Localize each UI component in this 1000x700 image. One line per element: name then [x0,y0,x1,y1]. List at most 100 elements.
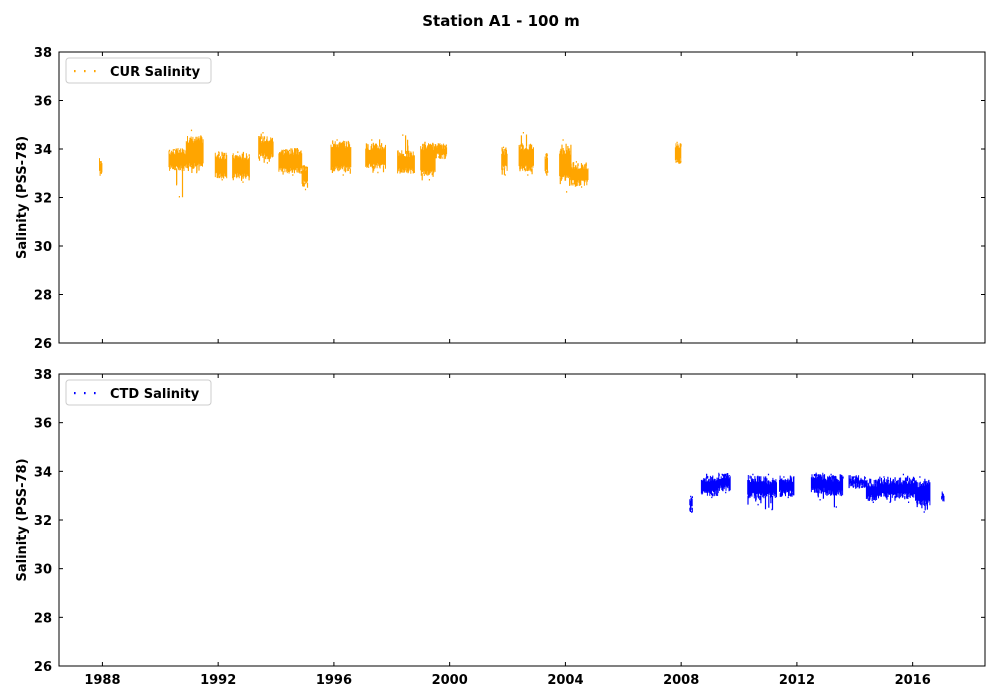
data-points [689,497,693,509]
x-tick-label: 1992 [200,673,236,688]
data-points [779,475,795,497]
data-outliers [916,476,930,513]
data-outliers [187,129,202,174]
data-points [570,162,589,186]
data-points [501,148,508,171]
x-tick-label: 1996 [316,673,352,688]
data-outliers [867,478,877,503]
legend-box [65,379,212,406]
data-points [420,143,436,176]
data-segment [185,129,204,174]
data-outliers [168,149,184,198]
data-points [825,475,844,497]
data-points [99,158,103,176]
data-outliers [764,473,774,511]
data-outliers [519,132,533,176]
data-segment [232,151,250,183]
y-axis-label: Salinity (PSS-78) [15,136,30,259]
data-outliers [99,161,102,174]
data-points [397,150,415,174]
data-points [214,152,228,179]
data-outliers [331,139,351,176]
series-cur-salinity [99,129,682,198]
data-points [544,153,548,174]
data-segment [877,476,899,503]
data-segment [420,141,436,181]
x-tick-label: 2000 [432,673,468,688]
data-segment [501,146,508,176]
data-outliers [941,493,944,501]
legend-label: CTD Salinity [110,387,200,402]
data-segment [330,139,352,176]
data-outliers [302,166,309,191]
data-points [915,480,931,506]
x-tick-label: 2008 [663,673,699,688]
data-outliers [282,149,302,176]
y-tick-label: 28 [34,611,52,626]
y-tick-label: 26 [34,660,52,675]
data-points [301,165,308,185]
data-segment [544,153,549,176]
data-segment [214,151,228,181]
data-points [718,472,731,492]
data-outliers [747,473,762,506]
data-segment [865,478,879,503]
series-ctd-salinity [689,472,945,513]
data-outliers [902,473,915,503]
x-tick-label: 2012 [779,673,815,688]
data-segment [397,134,415,174]
y-tick-label: 32 [34,514,52,529]
data-points [278,148,303,174]
data-segment [570,161,589,188]
y-tick-label: 38 [34,46,52,61]
legend: CTD Salinity [65,379,212,406]
chart-panel-2: 26 28 30 32 34 36 38 1988 1992 1996 2000 2004 2008 20… [15,368,986,688]
data-points [848,475,867,489]
data-points [877,477,899,499]
y-tick-label: 34 [34,143,52,158]
x-tick-label: 1988 [84,673,120,688]
data-segment [434,143,448,160]
legend-marker [74,392,96,395]
plot-area [58,51,986,344]
data-points [168,148,187,172]
data-segment [700,473,719,499]
y-tick-label: 32 [34,192,52,207]
y-tick-label: 38 [34,368,52,383]
data-segment [278,148,303,176]
data-outliers [421,141,434,181]
data-segment [518,132,534,176]
data-outliers [848,476,866,489]
data-segment [747,473,765,506]
data-outliers [779,476,795,499]
y-tick-label: 30 [34,563,52,578]
data-segment [915,476,931,513]
data-points [897,477,916,499]
data-outliers [217,151,226,181]
data-outliers [232,151,250,183]
data-outliers [572,161,587,188]
data-points [365,143,386,169]
data-points [764,477,777,498]
data-segment [941,491,945,502]
data-segment [301,165,309,191]
data-segment [365,139,386,174]
data-segment [848,475,867,489]
data-outliers [706,473,717,499]
data-segment [559,139,572,193]
legend-box [65,57,212,84]
data-outliers [676,141,682,164]
data-segment [779,475,795,499]
y-tick-label: 36 [34,95,52,110]
y-tick-label: 34 [34,465,52,480]
data-segment [674,141,682,164]
data-points [434,143,448,160]
data-segment [168,148,187,198]
data-outliers [813,473,824,501]
data-segment [825,473,844,508]
chart-title: Station A1 - 100 m [422,12,580,30]
data-segment [897,473,916,503]
data-points [232,153,250,179]
data-points [700,475,719,496]
